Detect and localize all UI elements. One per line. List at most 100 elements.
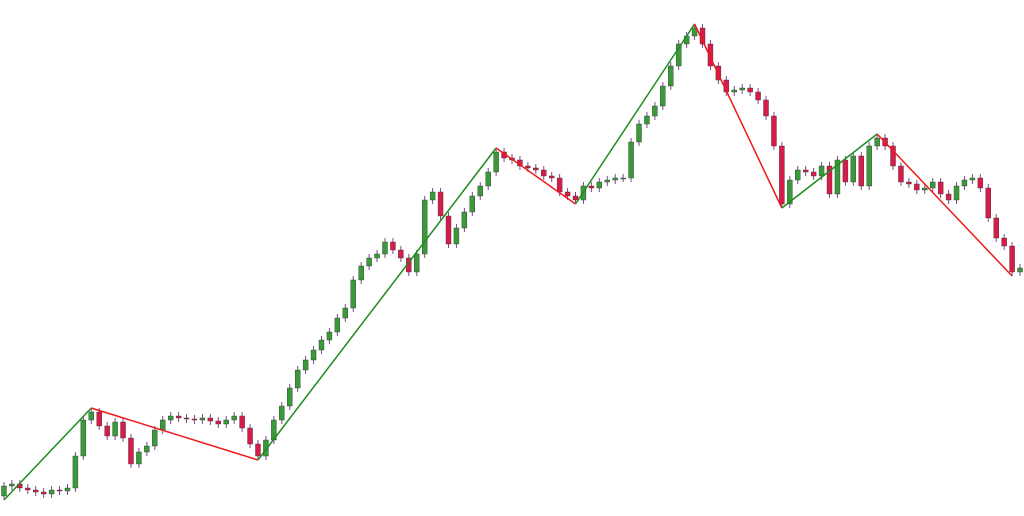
candle-body	[152, 429, 158, 447]
candle-body	[231, 415, 237, 421]
candle-body	[223, 419, 229, 425]
candle-body	[834, 159, 841, 195]
zigzag-segment	[574, 23, 696, 205]
candle-body	[755, 91, 761, 101]
candle-body	[350, 279, 356, 309]
candle-body	[795, 169, 801, 181]
candle-body	[40, 491, 47, 495]
candle-body	[985, 187, 991, 219]
candle-body	[779, 145, 785, 205]
candle-body	[890, 145, 896, 167]
candle-body	[747, 87, 753, 93]
candle-body	[128, 437, 134, 465]
candle-body	[596, 181, 603, 189]
candle-body	[215, 420, 221, 425]
candle-body	[302, 359, 309, 371]
candle-body	[80, 419, 87, 457]
candle-body	[953, 185, 960, 201]
candle-body	[763, 99, 769, 117]
candle-body	[120, 421, 126, 439]
candle-body	[263, 439, 269, 457]
candle-body	[183, 417, 190, 420]
zigzag-segment	[91, 407, 259, 461]
candle-body	[731, 89, 737, 93]
candle-body	[414, 253, 420, 273]
candle-body	[652, 105, 658, 117]
candle-body	[898, 165, 904, 183]
candle-body	[850, 155, 857, 183]
candle-body	[255, 443, 261, 457]
candle-body	[660, 85, 666, 107]
candle-body	[175, 415, 182, 419]
candle-body	[485, 171, 491, 187]
candle-body	[866, 145, 872, 187]
candle-body	[96, 411, 102, 427]
zigzag-segment	[495, 147, 576, 205]
candle-body	[541, 169, 547, 177]
candle-body	[668, 65, 674, 87]
candle-body	[72, 455, 79, 489]
candle-body	[136, 451, 142, 465]
candle-body	[1001, 237, 1007, 247]
candle-body	[445, 215, 452, 245]
candle-body	[636, 123, 642, 143]
candle-body	[930, 181, 936, 189]
candle-body	[556, 177, 563, 193]
candle-body	[961, 179, 968, 187]
candle-body	[620, 177, 626, 180]
candle-body	[199, 417, 206, 421]
candle-body	[453, 227, 460, 245]
candle-body	[191, 418, 198, 421]
candle-body	[874, 137, 880, 147]
candle-body	[588, 185, 595, 189]
zigzag-segment	[693, 23, 783, 209]
candle-body	[144, 445, 150, 453]
candle-body	[842, 159, 849, 183]
candle-body	[612, 177, 618, 181]
candle-body	[25, 487, 31, 491]
candle-body	[358, 265, 364, 281]
candle-body	[771, 115, 777, 147]
candle-body	[9, 483, 15, 487]
candle-body	[390, 241, 396, 251]
candle-body	[787, 179, 793, 205]
candle-body	[644, 115, 650, 125]
candle-body	[675, 43, 682, 67]
candle-body	[525, 165, 531, 169]
candle-body	[437, 191, 444, 217]
candle-body	[287, 387, 293, 407]
candle-body	[429, 191, 436, 201]
candle-body	[279, 405, 285, 421]
candle-body	[461, 211, 468, 229]
candle-body	[477, 185, 483, 197]
candle-body	[914, 183, 920, 191]
zigzag-segment	[257, 147, 497, 461]
candle-body	[366, 257, 372, 267]
candle-body	[818, 165, 825, 177]
candle-body	[572, 195, 579, 201]
candle-body	[937, 181, 944, 195]
candle-body	[334, 317, 341, 333]
candle-body	[421, 199, 428, 255]
zigzag-segment	[876, 133, 1013, 277]
candle-body	[803, 169, 809, 173]
candle-body	[691, 27, 698, 37]
candle-body	[326, 331, 333, 341]
candle-body	[112, 421, 118, 437]
candle-body	[858, 155, 864, 187]
candle-body	[810, 171, 817, 177]
candle-body	[628, 141, 634, 179]
candle-body	[398, 249, 404, 259]
candle-body	[310, 349, 317, 361]
candle-body	[382, 241, 388, 255]
candle-body	[64, 487, 71, 492]
candle-body	[969, 177, 976, 181]
zigzag-segment	[781, 133, 878, 209]
candle-body	[533, 167, 539, 171]
candle-body	[160, 419, 166, 431]
candle-body	[922, 187, 928, 191]
candle-body	[33, 489, 39, 493]
candle-body	[342, 307, 349, 319]
candle-body	[239, 415, 245, 429]
